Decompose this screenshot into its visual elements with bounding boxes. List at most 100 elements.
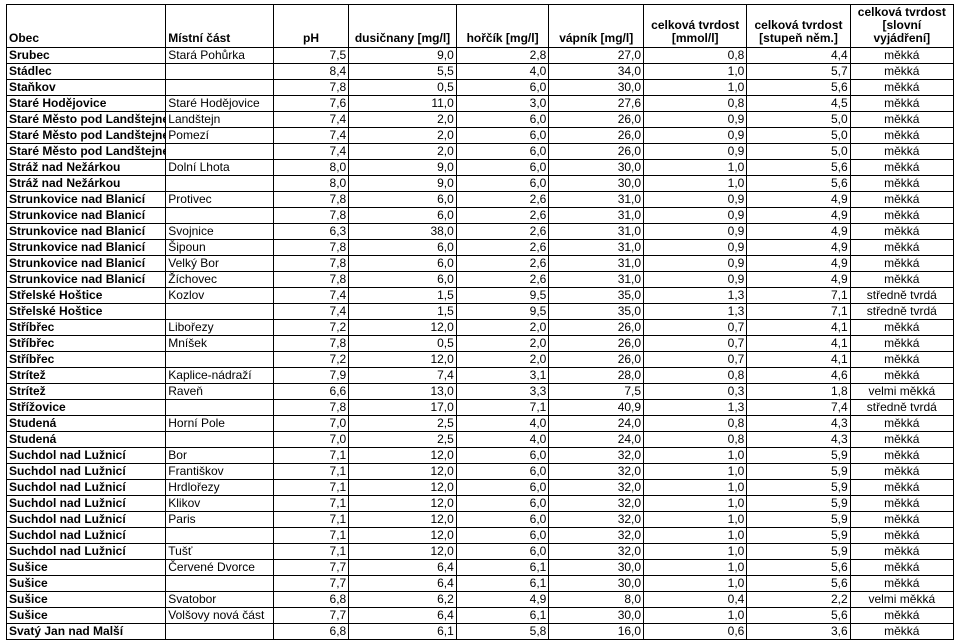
cell-hor: 2,6 [456,223,549,239]
cell-mm: 1,3 [644,287,747,303]
cell-dus: 12,0 [349,527,457,543]
cell-obec: Stříbřec [7,351,166,367]
cell-obec: Suchdol nad Lužnicí [7,511,166,527]
cell-ph: 8,4 [273,63,348,79]
cell-hor: 6,0 [456,527,549,543]
cell-cast: Dolní Lhota [166,159,274,175]
table-row: Suchdol nad LužnicíFrantiškov7,112,06,03… [7,463,954,479]
cell-nem: 2,2 [747,591,850,607]
cell-ph: 7,1 [273,511,348,527]
cell-ph: 7,4 [273,127,348,143]
cell-ph: 7,1 [273,447,348,463]
cell-cast [166,575,274,591]
cell-nem: 5,6 [747,175,850,191]
col-header-vy: celková tvrdost[slovnívyjádření] [850,5,953,48]
cell-mm: 1,0 [644,447,747,463]
cell-ph: 7,8 [273,191,348,207]
cell-hor: 6,0 [456,463,549,479]
cell-obec: Střížovice [7,399,166,415]
cell-hor: 6,0 [456,495,549,511]
cell-vap: 26,0 [549,351,644,367]
cell-obec: Suchdol nad Lužnicí [7,527,166,543]
cell-obec: Strítež [7,383,166,399]
cell-vy: měkká [850,495,953,511]
table-row: Suchdol nad LužnicíParis7,112,06,032,01,… [7,511,954,527]
cell-nem: 5,6 [747,575,850,591]
cell-nem: 4,9 [747,191,850,207]
cell-hor: 2,6 [456,191,549,207]
cell-vy: měkká [850,431,953,447]
cell-nem: 5,9 [747,479,850,495]
cell-nem: 4,5 [747,95,850,111]
cell-ph: 7,8 [273,79,348,95]
cell-vap: 16,0 [549,623,644,639]
cell-mm: 1,0 [644,63,747,79]
cell-obec: Stádlec [7,63,166,79]
cell-ph: 7,7 [273,559,348,575]
cell-cast [166,431,274,447]
cell-vap: 31,0 [549,223,644,239]
cell-obec: Střelské Hoštice [7,287,166,303]
cell-nem: 3,6 [747,623,850,639]
cell-ph: 6,6 [273,383,348,399]
cell-mm: 1,0 [644,543,747,559]
cell-obec: Staňkov [7,79,166,95]
cell-vap: 26,0 [549,335,644,351]
cell-cast: Protivec [166,191,274,207]
cell-mm: 1,3 [644,399,747,415]
table-row: Střelské HošticeKozlov7,41,59,535,01,37,… [7,287,954,303]
cell-nem: 4,3 [747,415,850,431]
cell-nem: 4,4 [747,47,850,63]
cell-ph: 8,0 [273,175,348,191]
cell-vap: 27,6 [549,95,644,111]
cell-vap: 31,0 [549,239,644,255]
cell-vy: měkká [850,351,953,367]
cell-hor: 6,0 [456,127,549,143]
cell-vy: měkká [850,479,953,495]
col-header-obec: Obec [7,5,166,48]
cell-vy: velmi měkká [850,591,953,607]
cell-hor: 6,1 [456,607,549,623]
cell-hor: 6,0 [456,479,549,495]
cell-hor: 3,1 [456,367,549,383]
cell-nem: 4,9 [747,271,850,287]
cell-mm: 0,9 [644,111,747,127]
cell-obec: Studená [7,431,166,447]
cell-ph: 7,8 [273,255,348,271]
cell-ph: 7,0 [273,431,348,447]
cell-hor: 9,5 [456,303,549,319]
cell-vy: středně tvrdá [850,287,953,303]
table-row: SrubecStará Pohůrka7,59,02,827,00,84,4mě… [7,47,954,63]
cell-mm: 0,9 [644,207,747,223]
cell-ph: 7,2 [273,319,348,335]
cell-cast: Svatobor [166,591,274,607]
cell-obec: Staré Hodějovice [7,95,166,111]
table-body: SrubecStará Pohůrka7,59,02,827,00,84,4mě… [7,47,954,639]
cell-vap: 26,0 [549,127,644,143]
table-row: Stráž nad NežárkouDolní Lhota8,09,06,030… [7,159,954,175]
cell-dus: 6,1 [349,623,457,639]
cell-mm: 1,0 [644,463,747,479]
cell-nem: 5,9 [747,447,850,463]
cell-hor: 4,0 [456,63,549,79]
cell-dus: 6,0 [349,271,457,287]
cell-ph: 7,8 [273,239,348,255]
col-header-nem: celková tvrdost[stupeň něm.] [747,5,850,48]
cell-cast [166,63,274,79]
cell-cast: Kozlov [166,287,274,303]
cell-cast: Klikov [166,495,274,511]
table-row: Staré Město pod Landštejnem7,42,06,026,0… [7,143,954,159]
cell-vy: měkká [850,143,953,159]
cell-mm: 1,0 [644,79,747,95]
cell-mm: 0,7 [644,319,747,335]
cell-nem: 5,6 [747,559,850,575]
cell-obec: Staré Město pod Landštejnem [7,127,166,143]
table-row: Stříbřec7,212,02,026,00,74,1měkká [7,351,954,367]
cell-cast: Paris [166,511,274,527]
cell-nem: 4,6 [747,367,850,383]
cell-ph: 7,4 [273,143,348,159]
cell-vap: 32,0 [549,527,644,543]
table-row: Střížovice7,817,07,140,91,37,4středně tv… [7,399,954,415]
cell-vap: 27,0 [549,47,644,63]
cell-hor: 6,0 [456,111,549,127]
